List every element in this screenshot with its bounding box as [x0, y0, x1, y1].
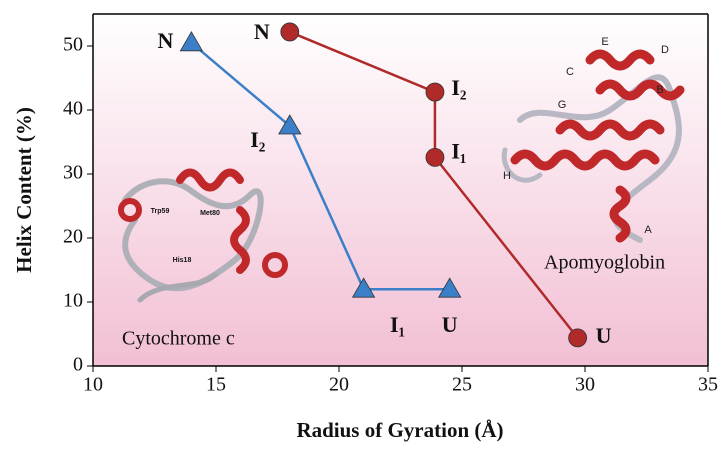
point-label: I₁ [390, 312, 405, 337]
chart: Radius of Gyration (Å) Helix Content (%)… [0, 0, 720, 449]
helix-label: A [644, 224, 652, 236]
y-tick-label: 40 [63, 98, 83, 120]
y-tick-label: 50 [63, 34, 83, 56]
x-tick-label: 30 [575, 374, 595, 396]
residue-label: Met80 [200, 210, 220, 217]
point-label: U [442, 312, 458, 337]
y-tick-label: 0 [73, 354, 83, 376]
helix-label: H [503, 170, 511, 182]
marker [281, 23, 299, 41]
x-tick-label: 15 [206, 374, 226, 396]
marker [426, 83, 444, 101]
helix-label: B [656, 84, 663, 96]
y-tick-label: 10 [63, 290, 83, 312]
y-axis-label: Helix Content (%) [12, 107, 36, 273]
y-tick-label: 30 [63, 162, 83, 184]
y-tick-label: 20 [63, 226, 83, 248]
x-tick-label: 35 [698, 374, 718, 396]
x-axis-label: Radius of Gyration (Å) [296, 418, 503, 442]
marker [426, 148, 444, 166]
series-name: Apomyoglobin [544, 252, 665, 274]
series-name: Cytochrome c [122, 328, 235, 350]
residue-label: His18 [173, 257, 192, 264]
point-label: N [254, 19, 270, 44]
x-tick-label: 20 [329, 374, 349, 396]
marker [569, 329, 587, 347]
point-label: I₂ [250, 127, 266, 152]
x-tick-label: 25 [452, 374, 472, 396]
point-label: I₂ [451, 75, 467, 100]
helix-label: D [661, 44, 669, 56]
helix-label: C [566, 66, 574, 78]
point-label: N [157, 28, 173, 53]
point-label: I₁ [451, 138, 466, 163]
point-label: U [596, 323, 612, 348]
x-tick-label: 10 [83, 374, 103, 396]
helix-label: G [558, 99, 567, 111]
residue-label: Trp59 [151, 208, 170, 215]
helix-label: E [601, 36, 608, 48]
